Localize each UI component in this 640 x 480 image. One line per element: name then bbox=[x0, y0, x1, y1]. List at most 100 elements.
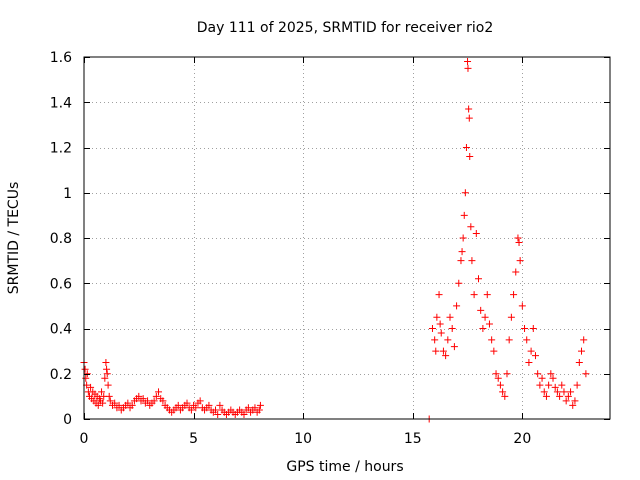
data-point bbox=[582, 370, 590, 378]
data-point bbox=[477, 306, 485, 314]
x-axis-label: GPS time / hours bbox=[286, 459, 403, 475]
x-tick-label: 20 bbox=[513, 431, 531, 447]
data-point bbox=[152, 392, 160, 400]
data-point bbox=[510, 291, 518, 299]
data-point bbox=[564, 392, 572, 400]
chart-title: Day 111 of 2025, SRMTID for receiver rio… bbox=[197, 20, 494, 36]
data-point bbox=[461, 189, 469, 197]
data-point bbox=[547, 370, 555, 378]
data-point bbox=[431, 336, 439, 344]
y-tick-label: 1.2 bbox=[50, 141, 72, 157]
data-point bbox=[475, 275, 482, 283]
data-point bbox=[240, 410, 248, 418]
data-point bbox=[214, 410, 222, 418]
y-tick-label: 0 bbox=[63, 412, 72, 428]
data-point bbox=[453, 302, 461, 310]
data-point bbox=[187, 406, 195, 414]
x-tick-label: 5 bbox=[189, 431, 198, 447]
data-point bbox=[494, 374, 502, 382]
data-point bbox=[436, 320, 444, 328]
data-point bbox=[435, 291, 443, 299]
data-point bbox=[573, 381, 581, 389]
data-point bbox=[111, 399, 119, 407]
data-point bbox=[205, 401, 213, 409]
data-point bbox=[460, 211, 468, 219]
data-point bbox=[556, 392, 564, 400]
y-tick-label: 1 bbox=[63, 186, 72, 202]
grid-lines bbox=[84, 57, 610, 419]
data-point bbox=[103, 365, 111, 373]
data-point bbox=[144, 397, 152, 405]
data-point bbox=[433, 313, 441, 321]
data-point bbox=[457, 257, 465, 265]
data-point bbox=[98, 388, 106, 396]
data-point bbox=[512, 268, 520, 276]
y-tick-label: 1.6 bbox=[50, 50, 72, 66]
data-point bbox=[442, 352, 450, 360]
data-point bbox=[514, 234, 522, 242]
data-point bbox=[256, 401, 264, 409]
y-axis-label: SRMTID / TECUs bbox=[6, 182, 22, 295]
data-point bbox=[507, 313, 515, 321]
data-point bbox=[450, 343, 458, 351]
data-point bbox=[567, 388, 575, 396]
data-point bbox=[540, 388, 548, 396]
data-point bbox=[150, 397, 158, 405]
data-point bbox=[458, 248, 466, 256]
data-point bbox=[531, 352, 539, 360]
y-tick-labels: 0 0.2 0.4 0.6 0.8 1 1.2 1.4 1.6 bbox=[50, 50, 72, 428]
data-point bbox=[124, 399, 132, 407]
data-point bbox=[464, 64, 472, 72]
data-point bbox=[444, 336, 452, 344]
data-point bbox=[538, 374, 546, 382]
data-point bbox=[490, 347, 498, 355]
data-point bbox=[545, 381, 553, 389]
data-point bbox=[82, 374, 90, 382]
data-point bbox=[542, 392, 550, 400]
y-tick-label: 0.4 bbox=[50, 322, 72, 338]
data-point bbox=[518, 302, 526, 310]
data-point bbox=[496, 381, 504, 389]
data-point bbox=[571, 397, 579, 405]
data-point bbox=[575, 358, 583, 366]
data-point bbox=[551, 383, 559, 391]
data-point bbox=[437, 329, 445, 337]
data-point bbox=[479, 325, 487, 332]
data-point bbox=[446, 313, 454, 321]
data-point bbox=[569, 401, 577, 409]
data-point bbox=[432, 347, 440, 355]
data-point bbox=[525, 358, 533, 366]
data-point bbox=[536, 381, 544, 389]
data-point bbox=[562, 397, 570, 405]
x-tick-label: 15 bbox=[404, 431, 422, 447]
data-point bbox=[470, 291, 478, 299]
data-point bbox=[499, 388, 507, 396]
data-point bbox=[549, 374, 557, 382]
data-point bbox=[492, 370, 500, 378]
data-point bbox=[527, 347, 535, 355]
data-point bbox=[472, 229, 480, 237]
x-tick-label: 0 bbox=[80, 431, 89, 447]
data-point bbox=[462, 144, 470, 151]
data-point bbox=[196, 397, 204, 405]
data-point bbox=[135, 392, 143, 400]
data-point bbox=[174, 401, 182, 409]
data-point bbox=[216, 401, 224, 409]
data-point bbox=[483, 291, 491, 299]
data-point bbox=[102, 358, 110, 366]
data-point bbox=[501, 392, 509, 400]
data-point bbox=[503, 370, 511, 378]
data-point bbox=[464, 58, 472, 66]
data-point bbox=[255, 406, 263, 414]
data-point bbox=[466, 153, 474, 161]
data-point bbox=[83, 370, 91, 378]
data-point bbox=[515, 239, 523, 247]
data-point bbox=[155, 388, 163, 396]
data-point bbox=[553, 388, 561, 396]
data-point bbox=[485, 320, 493, 328]
data-point bbox=[529, 325, 537, 332]
data-point bbox=[448, 325, 456, 332]
data-point bbox=[455, 279, 463, 287]
data-point bbox=[251, 404, 259, 412]
data-point bbox=[481, 313, 489, 321]
